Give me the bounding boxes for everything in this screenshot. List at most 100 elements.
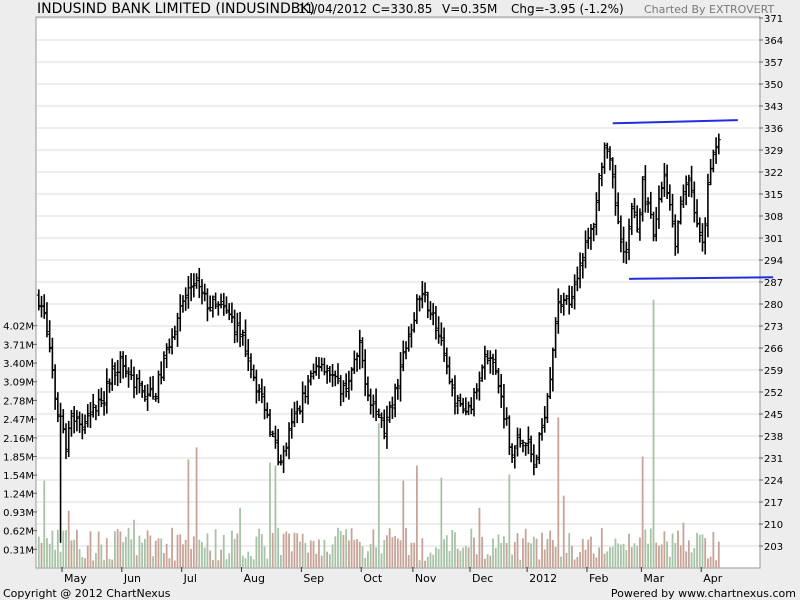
volume-tick-label: 1.85M: [3, 452, 34, 463]
volume-bar: [206, 533, 209, 568]
volume-bar: [255, 536, 258, 568]
volume-bar: [445, 535, 448, 568]
volume-bar: [214, 529, 217, 568]
volume-bar: [37, 536, 40, 568]
volume-bar: [266, 558, 269, 568]
volume-bar: [415, 465, 418, 568]
volume-bar: [647, 543, 649, 568]
volume-bar: [696, 532, 698, 568]
volume-bar: [350, 528, 353, 568]
volume-bar: [396, 538, 399, 568]
volume-bar: [644, 529, 647, 568]
price-tick-label: 210: [764, 520, 783, 531]
volume-bar: [160, 538, 163, 568]
volume-bar: [258, 528, 261, 568]
volume-bar: [182, 544, 184, 568]
volume-bar: [198, 539, 201, 568]
volume-bar: [399, 540, 402, 568]
price-tick-label: 273: [764, 322, 783, 333]
volume-bar: [190, 548, 193, 568]
volume-bar: [530, 543, 533, 568]
volume-bar: [326, 551, 329, 568]
month-tick-label: Jun: [123, 572, 141, 585]
volume-bar: [562, 495, 565, 568]
volume-bar: [46, 538, 48, 568]
volume-bar: [231, 530, 233, 568]
volume-bar: [119, 531, 122, 568]
volume-bar: [698, 534, 701, 568]
price-tick-label: 357: [764, 58, 783, 69]
volume-bar: [184, 539, 187, 568]
volume-bar: [418, 560, 421, 568]
volume-bar: [424, 560, 426, 568]
trendline: [612, 119, 738, 125]
volume-bar: [494, 547, 497, 568]
chart-title: INDUSIND BANK LIMITED (INDUSINDBK): [37, 1, 316, 17]
volume-bar: [511, 554, 513, 568]
volume-bar: [543, 549, 546, 568]
volume-bar: [609, 547, 611, 568]
volume-bar: [282, 533, 285, 568]
volume-tick-label: 2.47M: [3, 415, 34, 426]
volume-bar: [663, 531, 666, 568]
month-tick-label: Aug: [244, 572, 265, 585]
volume-bar: [165, 543, 168, 568]
price-tick-label: 301: [764, 234, 783, 245]
volume-bar: [141, 542, 144, 568]
quote-volume: V=0.35M: [442, 2, 498, 16]
volume-bar: [192, 536, 195, 568]
volume-bar: [43, 480, 46, 568]
volume-bar: [195, 447, 198, 568]
volume-bar: [65, 530, 67, 568]
volume-bar: [92, 560, 95, 568]
volume-bar: [630, 547, 633, 568]
volume-bar: [532, 536, 535, 568]
volume-bar: [358, 541, 361, 568]
volume-bar: [483, 558, 486, 568]
price-tick-label: 364: [764, 36, 783, 47]
volume-bar: [655, 542, 658, 568]
volume-bar: [111, 559, 114, 568]
month-tick-label: 2012: [529, 572, 557, 585]
volume-bar: [241, 555, 244, 568]
volume-bar: [269, 462, 271, 568]
price-tick-label: 315: [764, 190, 783, 201]
volume-bar: [220, 549, 222, 568]
volume-bar: [320, 555, 323, 568]
volume-bar: [133, 519, 135, 568]
volume-bar: [201, 542, 203, 568]
volume-bar: [157, 538, 160, 568]
volume-bar: [293, 532, 296, 568]
volume-bar: [279, 555, 282, 568]
volume-bar: [440, 477, 443, 568]
volume-bar: [690, 552, 693, 568]
price-tick-label: 350: [764, 80, 783, 91]
price-tick-label: 343: [764, 102, 783, 113]
volume-bar: [394, 535, 397, 568]
volume-bar: [391, 537, 394, 568]
volume-bar: [527, 542, 530, 568]
volume-bar: [592, 553, 595, 568]
volume-bar: [489, 555, 492, 568]
volume-bar: [459, 550, 462, 568]
volume-bar: [171, 527, 173, 568]
volume-bar: [573, 559, 576, 568]
volume-bar: [127, 527, 130, 568]
volume-bar: [187, 459, 190, 568]
volume-bar: [549, 530, 552, 568]
volume-bar: [641, 456, 644, 568]
volume-bar: [481, 536, 484, 568]
volume-tick-label: 2.78M: [3, 396, 34, 407]
powered-by-link[interactable]: Powered by www.chartnexus.com: [610, 587, 796, 600]
volume-tick-label: 0.62M: [3, 527, 34, 538]
volume-bar: [138, 535, 141, 568]
volume-bar: [437, 548, 440, 568]
volume-bar: [239, 507, 241, 568]
chart-credit: Charted By EXTROVERT: [644, 3, 775, 16]
month-tick-label: Feb: [589, 572, 608, 585]
volume-bar: [364, 557, 367, 568]
volume-tick-label: 0.31M: [3, 545, 34, 556]
volume-bar: [426, 556, 429, 568]
volume-bar: [524, 528, 527, 568]
volume-bar: [519, 559, 522, 568]
